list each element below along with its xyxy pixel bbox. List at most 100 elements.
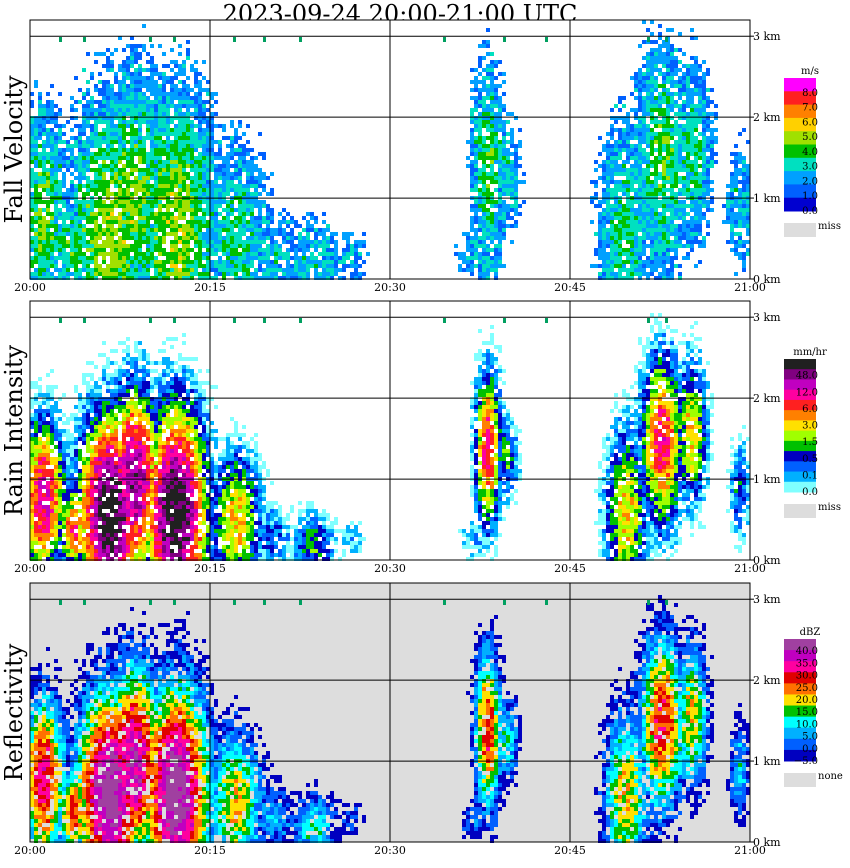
echo-pixel <box>658 44 662 48</box>
echo-pixel <box>502 128 506 132</box>
echo-pixel <box>122 136 126 140</box>
echo-pixel <box>506 176 510 180</box>
echo-pixel <box>138 80 142 84</box>
echo-pixel <box>82 244 86 248</box>
echo-pixel <box>166 212 170 216</box>
echo-pixel <box>662 96 666 100</box>
echo-pixel <box>474 188 478 192</box>
echo-pixel <box>146 76 150 80</box>
echo-pixel <box>630 184 634 188</box>
echo-pixel <box>666 28 670 32</box>
echo-pixel <box>70 136 74 140</box>
echo-pixel <box>662 116 666 120</box>
echo-pixel <box>606 236 610 240</box>
echo-pixel <box>110 92 114 96</box>
echo-pixel <box>626 252 630 256</box>
echo-pixel <box>202 128 206 132</box>
echo-pixel <box>174 224 178 228</box>
echo-pixel <box>662 136 666 140</box>
echo-pixel <box>166 208 170 212</box>
echo-pixel <box>638 244 642 248</box>
echo-pixel <box>674 264 678 268</box>
echo-pixel <box>86 204 90 208</box>
echo-pixel <box>706 200 710 204</box>
echo-pixel <box>30 208 34 212</box>
echo-pixel <box>54 112 58 116</box>
echo-pixel <box>214 184 218 188</box>
echo-pixel <box>182 268 186 272</box>
echo-pixel <box>182 164 186 168</box>
echo-pixel <box>102 204 106 208</box>
echo-pixel <box>274 268 278 272</box>
echo-pixel <box>206 108 210 112</box>
echo-pixel <box>314 264 318 268</box>
echo-pixel <box>254 188 258 192</box>
echo-pixel <box>486 164 490 168</box>
echo-pixel <box>318 260 322 264</box>
echo-pixel <box>182 180 186 184</box>
cloud-base-marker <box>503 37 506 42</box>
echo-pixel <box>242 192 246 196</box>
echo-pixel <box>478 240 482 244</box>
echo-pixel <box>182 212 186 216</box>
echo-pixel <box>222 176 226 180</box>
echo-pixel <box>114 164 118 168</box>
echo-pixel <box>638 96 642 100</box>
echo-pixel <box>158 76 162 80</box>
echo-pixel <box>30 144 34 148</box>
echo-pixel <box>626 216 630 220</box>
echo-pixel <box>82 164 86 168</box>
colorbar-label: 4.0 <box>802 147 818 158</box>
echo-pixel <box>266 252 270 256</box>
echo-pixel <box>342 276 346 280</box>
echo-pixel <box>50 405 54 409</box>
echo-pixel <box>262 248 266 252</box>
echo-pixel <box>174 92 178 96</box>
echo-pixel <box>186 116 190 120</box>
echo-pixel <box>198 224 202 228</box>
echo-pixel <box>34 144 38 148</box>
echo-pixel <box>514 164 518 168</box>
echo-pixel <box>98 180 102 184</box>
echo-pixel <box>246 204 250 208</box>
echo-pixel <box>498 172 502 176</box>
echo-pixel <box>66 256 70 260</box>
echo-pixel <box>38 236 42 240</box>
echo-pixel <box>198 228 202 232</box>
echo-pixel <box>130 52 134 56</box>
echo-pixel <box>162 116 166 120</box>
echo-pixel <box>242 240 246 244</box>
echo-pixel <box>170 172 174 176</box>
echo-pixel <box>234 164 238 168</box>
echo-pixel <box>702 148 706 152</box>
echo-pixel <box>182 88 186 92</box>
echo-pixel <box>178 52 182 56</box>
echo-pixel <box>194 156 198 160</box>
echo-pixel <box>62 224 66 228</box>
echo-pixel <box>674 192 678 196</box>
echo-pixel <box>490 248 494 252</box>
echo-pixel <box>34 236 38 240</box>
echo-pixel <box>150 228 154 232</box>
echo-pixel <box>186 84 190 88</box>
echo-pixel <box>746 172 750 176</box>
echo-pixel <box>90 260 94 264</box>
echo-pixel <box>226 172 230 176</box>
echo-pixel <box>38 208 42 212</box>
echo-pixel <box>650 84 654 88</box>
echo-pixel <box>138 184 142 188</box>
echo-pixel <box>262 260 266 264</box>
echo-pixel <box>482 88 486 92</box>
echo-pixel <box>74 188 78 192</box>
echo-pixel <box>262 152 266 156</box>
echo-pixel <box>50 272 54 276</box>
echo-pixel <box>634 260 638 264</box>
echo-pixel <box>178 104 182 108</box>
echo-pixel <box>126 192 130 196</box>
echo-pixel <box>150 232 154 236</box>
echo-pixel <box>670 216 674 220</box>
echo-pixel <box>626 268 630 272</box>
echo-pixel <box>142 188 146 192</box>
echo-pixel <box>38 192 42 196</box>
echo-pixel <box>254 224 258 228</box>
